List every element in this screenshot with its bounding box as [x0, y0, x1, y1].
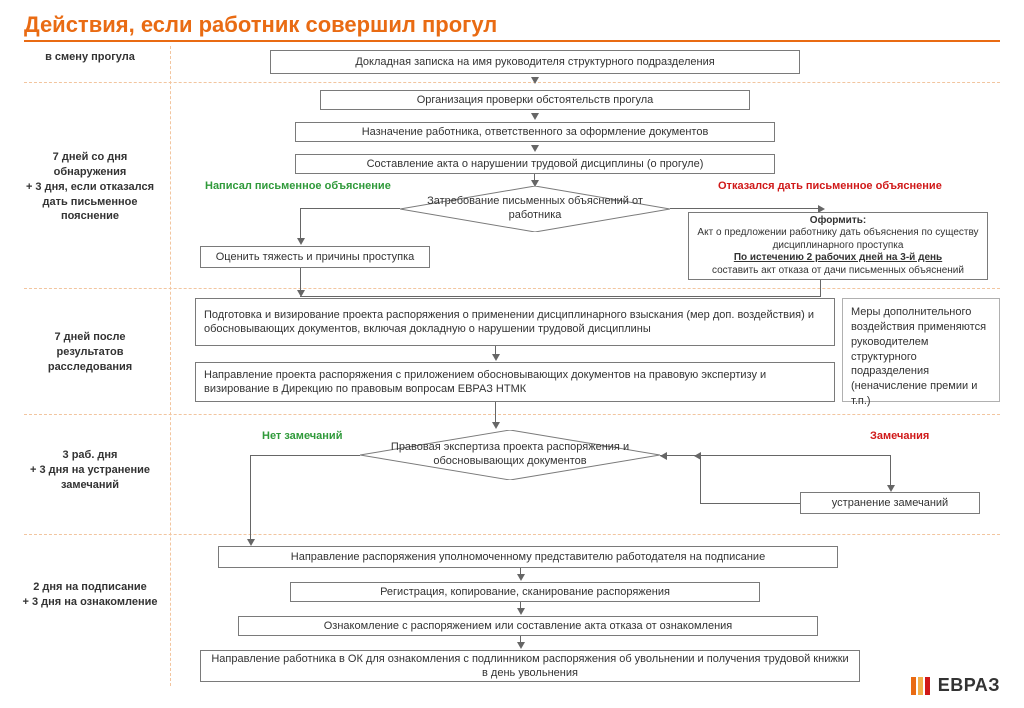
- branch-no-remarks: Нет замечаний: [262, 430, 342, 442]
- phase-divider: [24, 82, 1000, 83]
- node-prepare-order: Подготовка и визирование проекта распоря…: [195, 298, 835, 346]
- phase-divider: [24, 288, 1000, 289]
- node-acquaint: Ознакомление с распоряжением или составл…: [238, 616, 818, 636]
- phase-label: в смену прогула: [20, 50, 160, 65]
- node-register: Регистрация, копирование, сканирование р…: [290, 582, 760, 602]
- decision-legal-review: Правовая экспертиза проекта распоряжения…: [360, 430, 660, 480]
- logo-text: ЕВРАЗ: [938, 675, 1000, 696]
- node-memo: Докладная записка на имя руководителя ст…: [270, 50, 800, 74]
- phase-label: 3 раб. дня + 3 дня на устранение замечан…: [20, 448, 160, 493]
- decision-legal-review-label: Правовая экспертиза проекта распоряжения…: [360, 430, 660, 480]
- node-assign: Назначение работника, ответственного за …: [295, 122, 775, 142]
- phase-divider: [24, 414, 1000, 415]
- decision-explanation-label: Затребование письменных объяснений от ра…: [400, 186, 670, 232]
- node-assess: Оценить тяжесть и причины проступка: [200, 246, 430, 268]
- page-title: Действия, если работник совершил прогул: [24, 12, 497, 38]
- phase-label: 2 дня на подписание + 3 дня на ознакомле…: [20, 580, 160, 610]
- decision-explanation: Затребование письменных объяснений от ра…: [400, 186, 670, 232]
- node-send-legal: Направление проекта распоряжения с прило…: [195, 362, 835, 402]
- node-act: Составление акта о нарушении трудовой ди…: [295, 154, 775, 174]
- title-rule: [24, 40, 1000, 42]
- diagram-canvas: Действия, если работник совершил прогул …: [0, 0, 1024, 708]
- node-send-sign: Направление распоряжения уполномоченному…: [218, 546, 838, 568]
- side-note-additional-measures: Меры дополнительного воздействия применя…: [842, 298, 1000, 402]
- logo-bars: [911, 677, 932, 695]
- node-send-hr: Направление работника в ОК для ознакомле…: [200, 650, 860, 682]
- node-fix-remarks: устранение замечаний: [800, 492, 980, 514]
- node-formalize: Оформить: Акт о предложении работнику да…: [688, 212, 988, 280]
- branch-wrote: Написал письменное объяснение: [205, 180, 391, 192]
- phase-label: 7 дней после результатов расследования: [20, 330, 160, 375]
- evraz-logo: ЕВРАЗ: [911, 675, 1000, 696]
- phase-label: 7 дней со дня обнаружения + 3 дня, если …: [20, 150, 160, 224]
- branch-remarks: Замечания: [870, 430, 929, 442]
- branch-refused: Отказался дать письменное объяснение: [718, 180, 942, 192]
- phase-divider: [24, 534, 1000, 535]
- phase-column-divider: [170, 46, 171, 686]
- node-check: Организация проверки обстоятельств прогу…: [320, 90, 750, 110]
